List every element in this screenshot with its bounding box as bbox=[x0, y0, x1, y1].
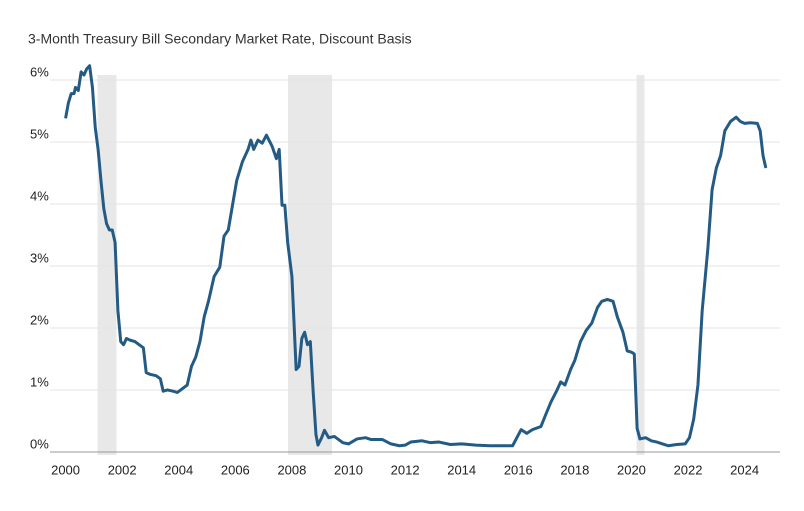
x-tick-label: 2018 bbox=[560, 462, 589, 477]
y-tick-label: 5% bbox=[30, 126, 49, 141]
x-tick-label: 2022 bbox=[674, 462, 703, 477]
recession-shade bbox=[636, 75, 645, 455]
y-tick-label: 2% bbox=[30, 312, 49, 327]
data-line bbox=[64, 64, 768, 448]
x-tick-label: 2016 bbox=[504, 462, 533, 477]
x-tick-label: 2004 bbox=[164, 462, 193, 477]
recession-shade bbox=[97, 75, 117, 455]
x-tick-label: 2000 bbox=[51, 462, 80, 477]
chart-title: 3-Month Treasury Bill Secondary Market R… bbox=[28, 31, 412, 47]
recession-shade bbox=[287, 75, 333, 455]
y-tick-label: 1% bbox=[30, 374, 49, 389]
y-tick-label: 4% bbox=[30, 188, 49, 203]
x-tick-label: 2008 bbox=[277, 462, 306, 477]
x-tick-label: 2024 bbox=[730, 462, 759, 477]
x-tick-label: 2014 bbox=[447, 462, 476, 477]
y-tick-label: 3% bbox=[30, 250, 49, 265]
y-tick-label: 0% bbox=[30, 436, 49, 451]
x-tick-label: 2020 bbox=[617, 462, 646, 477]
x-tick-label: 2006 bbox=[221, 462, 250, 477]
x-tick-label: 2002 bbox=[108, 462, 137, 477]
x-tick-label: 2010 bbox=[334, 462, 363, 477]
x-tick-label: 2012 bbox=[391, 462, 420, 477]
y-tick-label: 6% bbox=[30, 64, 49, 79]
